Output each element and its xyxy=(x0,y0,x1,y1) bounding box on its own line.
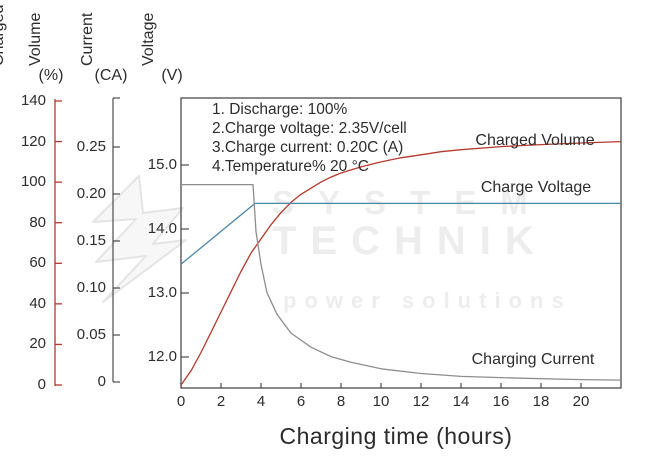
chart-notes: 1. Discharge: 100% 2.Charge voltage: 2.3… xyxy=(212,100,407,176)
x-tick-label: 20 xyxy=(572,393,590,410)
volume-tick-label: 20 xyxy=(29,335,46,353)
charged-volume-curve xyxy=(180,140,622,386)
x-axis-title: Charging time (hours) xyxy=(279,423,513,449)
x-tick-label: 0 xyxy=(176,393,186,410)
volume-axis-title-word2: Volume xyxy=(27,12,44,66)
volume-tick-label: 0 xyxy=(37,376,46,393)
note-charge-current: 3.Charge current: 0.20C (A) xyxy=(212,139,404,156)
volume-tick-label: 100 xyxy=(20,173,46,191)
charged-volume-curve-label: Charged Volume xyxy=(475,132,595,149)
watermark-swoosh-icon xyxy=(92,175,187,303)
charge-voltage-curve-label: Charge Voltage xyxy=(480,179,592,196)
x-tick-label: 4 xyxy=(256,393,266,410)
plot-border xyxy=(180,97,622,389)
x-tick-label: 2 xyxy=(216,393,226,410)
volume-axis-unit: (%) xyxy=(38,67,64,84)
current-tick-label: 0.20 xyxy=(76,185,106,202)
note-temperature: 4.Temperature% 20 °C xyxy=(212,158,369,175)
charging-current-curve-label: Charging Current xyxy=(471,351,595,368)
voltage-tick-label: 12.0 xyxy=(147,348,177,365)
charge-voltage-curve xyxy=(180,202,621,265)
current-axis-unit: (CA) xyxy=(94,67,128,84)
voltage-tick-label: 13.0 xyxy=(147,284,177,301)
x-tick-label: 14 xyxy=(452,393,470,410)
note-discharge: 1. Discharge: 100% xyxy=(212,101,348,118)
volume-tick-label: 60 xyxy=(29,254,46,272)
volume-axis-title-word1: Charged xyxy=(0,4,7,66)
x-tick-label: 12 xyxy=(412,393,430,410)
watermark-text-technik: TECHNIK xyxy=(272,219,548,263)
current-tick-label: 0.15 xyxy=(76,232,106,249)
current-tick-label: 0 xyxy=(97,373,106,390)
watermark-text-power-solutions: power solutions xyxy=(283,288,572,313)
x-tick-label: 16 xyxy=(492,393,510,410)
voltage-tick-label: 15.0 xyxy=(147,156,177,173)
volume-tick-label: 120 xyxy=(20,132,46,150)
x-tick-label: 8 xyxy=(336,393,346,410)
charging-current-curve xyxy=(181,183,622,381)
current-tick-label: 0.10 xyxy=(76,279,106,296)
voltage-tick-label: 14.0 xyxy=(147,220,177,237)
watermark-text-system: SYSTEM xyxy=(272,184,552,221)
current-tick-label: 0.05 xyxy=(76,326,106,343)
x-tick-label: 6 xyxy=(296,393,306,410)
current-tick-label: 0.25 xyxy=(76,138,106,155)
x-tick-label: 18 xyxy=(532,393,550,410)
volume-tick-label: 140 xyxy=(20,92,46,109)
x-tick-label: 10 xyxy=(372,393,390,410)
volume-tick-label: 40 xyxy=(29,294,46,312)
voltage-axis-unit: (V) xyxy=(161,67,183,84)
voltage-axis-title: Voltage xyxy=(140,12,157,66)
current-axis-title: Current xyxy=(79,12,96,66)
volume-tick-label: 80 xyxy=(29,213,46,231)
note-charge-voltage: 2.Charge voltage: 2.35V/cell xyxy=(212,120,407,137)
